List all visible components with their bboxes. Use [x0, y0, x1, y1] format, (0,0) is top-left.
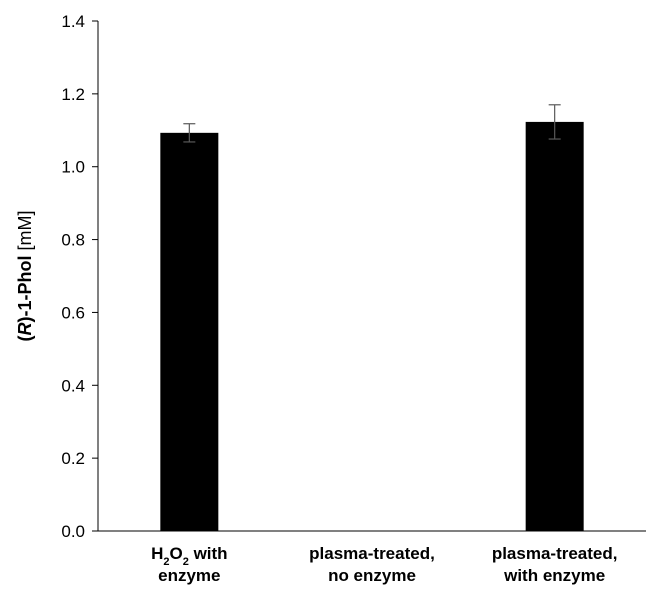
bar: [160, 132, 219, 532]
x-category-label: enzyme: [158, 566, 220, 585]
y-tick-label: 0.4: [61, 376, 85, 395]
x-category-label: plasma-treated,: [492, 544, 618, 563]
subscript: 2: [163, 556, 169, 568]
subscript: 2: [183, 556, 189, 568]
y-tick-label: 0.8: [61, 231, 85, 250]
y-tick-label: 1.0: [61, 158, 85, 177]
y-tick-label: 0.2: [61, 449, 85, 468]
label-part: with: [189, 544, 228, 563]
bar: [525, 121, 584, 532]
y-tick-label: 1.4: [61, 12, 85, 31]
x-category-label: with enzyme: [503, 566, 605, 585]
x-category-label: no enzyme: [328, 566, 416, 585]
label-part: O: [169, 544, 182, 563]
y-tick-label: 1.2: [61, 85, 85, 104]
x-category-label: plasma-treated,: [309, 544, 435, 563]
bars-group: [160, 121, 584, 532]
x-category-label: H2O2 with: [151, 544, 227, 568]
y-tick-label: 0.0: [61, 522, 85, 541]
y-tick-label: 0.6: [61, 303, 85, 322]
y-ticks-group: 0.0 0.2 0.4 0.6 0.8 1.0 1.2 1.4: [61, 12, 98, 541]
y-axis-label: (R)-1-Phol [mM]: [15, 211, 35, 342]
error-bars-group: [183, 104, 561, 143]
label-part: H: [151, 544, 163, 563]
